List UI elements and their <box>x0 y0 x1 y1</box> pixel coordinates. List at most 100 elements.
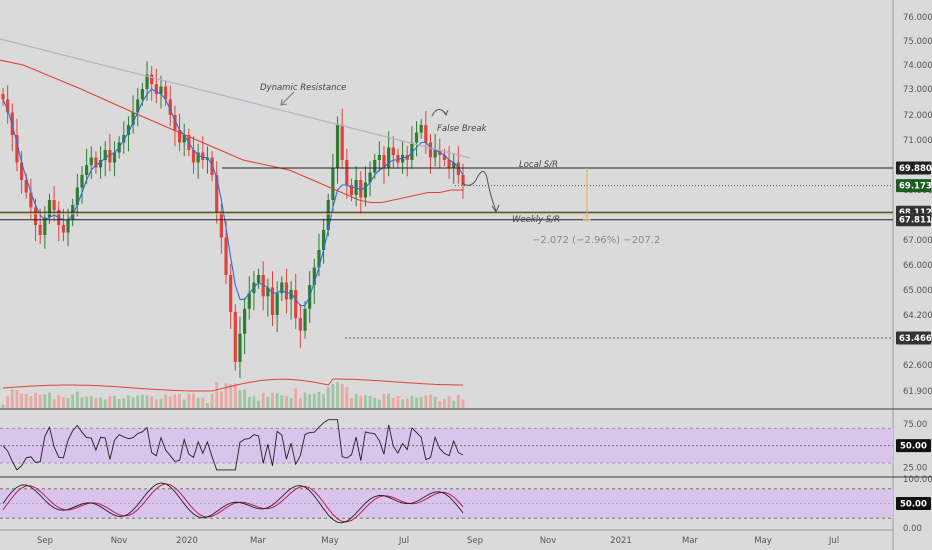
volume-bar <box>229 383 233 408</box>
volume-bar <box>89 396 93 408</box>
time-tick-label: Mar <box>250 536 267 546</box>
candle-body <box>317 250 321 268</box>
candle-body <box>387 147 391 168</box>
price-tick-label: 61.900 <box>903 387 932 397</box>
volume-bar <box>452 400 456 408</box>
stoch-tick-label: 100.00 <box>903 475 932 485</box>
price-tick-label: 73.000 <box>903 85 932 95</box>
volume-bar <box>210 393 214 408</box>
candle-body <box>312 267 316 285</box>
volume-bar <box>261 392 265 408</box>
candle-body <box>410 142 414 160</box>
volume-bar <box>285 396 288 408</box>
candle-body <box>126 125 131 135</box>
projection-path <box>461 171 497 212</box>
moving-average-long-line <box>0 59 463 204</box>
candle-body <box>233 311 237 362</box>
candle-body <box>191 150 196 163</box>
volume-bar <box>192 393 195 408</box>
candle-body <box>331 167 335 200</box>
candle-body <box>340 125 344 160</box>
price-tick-label: 72.000 <box>903 111 932 121</box>
candle-body <box>447 160 451 168</box>
candle-body <box>452 162 456 168</box>
volume-bar <box>308 394 312 408</box>
price-tick-label: 75.000 <box>903 37 932 47</box>
candle-body <box>382 155 386 168</box>
volume-bar <box>461 399 465 408</box>
price-tick-label: 76.000 <box>903 13 932 23</box>
moving-average-short-line <box>2 88 464 307</box>
rsi-tick-label: 25.00 <box>903 463 927 473</box>
time-tick-label: 2020 <box>176 536 198 546</box>
volume-bar <box>113 395 116 408</box>
candle-body <box>94 157 98 168</box>
candle-body <box>47 200 52 218</box>
candle-body <box>335 125 340 168</box>
time-tick-label: May <box>321 536 339 546</box>
candle-body <box>363 182 368 198</box>
volume-bar <box>252 396 256 408</box>
volume-bar <box>66 397 70 408</box>
price-badge <box>896 213 931 227</box>
price-badge-label: 68.112 <box>899 208 932 218</box>
candle-body <box>29 192 33 208</box>
volume-bar <box>94 398 98 408</box>
price-badge-label: 69.173 <box>899 182 932 192</box>
price-tick-label: 71.000 <box>903 136 932 146</box>
candle-body <box>85 165 89 175</box>
candle-body <box>33 207 38 225</box>
volume-bar <box>99 397 102 408</box>
candle-body <box>377 155 381 160</box>
candle-body <box>159 86 163 95</box>
false-break-arrowhead <box>442 109 449 117</box>
volume-bar <box>103 399 107 408</box>
volume-bar <box>247 396 251 408</box>
time-tick-label: Jul <box>828 536 839 546</box>
candle-body <box>24 180 28 193</box>
dynamic-resistance-pointer <box>281 91 295 105</box>
volume-bar <box>187 394 191 408</box>
candle-body <box>150 74 154 85</box>
volume-bar <box>201 397 205 408</box>
volume-bar <box>80 397 84 408</box>
volume-bar <box>326 387 330 408</box>
volume-bar <box>243 389 247 408</box>
candle-body <box>461 175 465 185</box>
volume-bar <box>57 395 61 408</box>
measure-label: −2.072 (−2.96%) −207.2 <box>532 235 660 246</box>
volume-bar <box>122 398 126 408</box>
volume-bar <box>322 393 326 408</box>
volume-bar <box>52 399 56 408</box>
candle-body <box>224 237 228 275</box>
candle-body <box>289 290 293 300</box>
volume-bar <box>233 383 237 408</box>
time-tick-label: Nov <box>540 536 557 546</box>
volume-bar <box>317 391 321 408</box>
candle-body <box>280 282 284 294</box>
price-tick-label: 62.600 <box>903 361 932 371</box>
candle-body <box>442 155 447 160</box>
volume-bar <box>117 398 121 408</box>
candle-body <box>419 125 423 133</box>
candle-body <box>38 225 42 235</box>
volume-bar <box>391 397 395 408</box>
volume-bar <box>150 396 154 408</box>
candle-body <box>136 99 140 113</box>
volume-bar <box>71 394 75 408</box>
candle-body <box>428 142 433 158</box>
price-tick-label: 65.000 <box>903 286 932 296</box>
candle-body <box>75 187 79 205</box>
volume-bar <box>298 398 302 408</box>
dynamic-resistance-trendline <box>0 38 471 159</box>
candle-body <box>270 287 275 315</box>
volume-bar <box>275 393 279 408</box>
candle-body <box>433 150 437 158</box>
volume-bar <box>34 392 37 408</box>
volume-bar <box>29 396 33 408</box>
volume-bar <box>382 394 386 408</box>
stoch-k-line <box>2 482 464 524</box>
